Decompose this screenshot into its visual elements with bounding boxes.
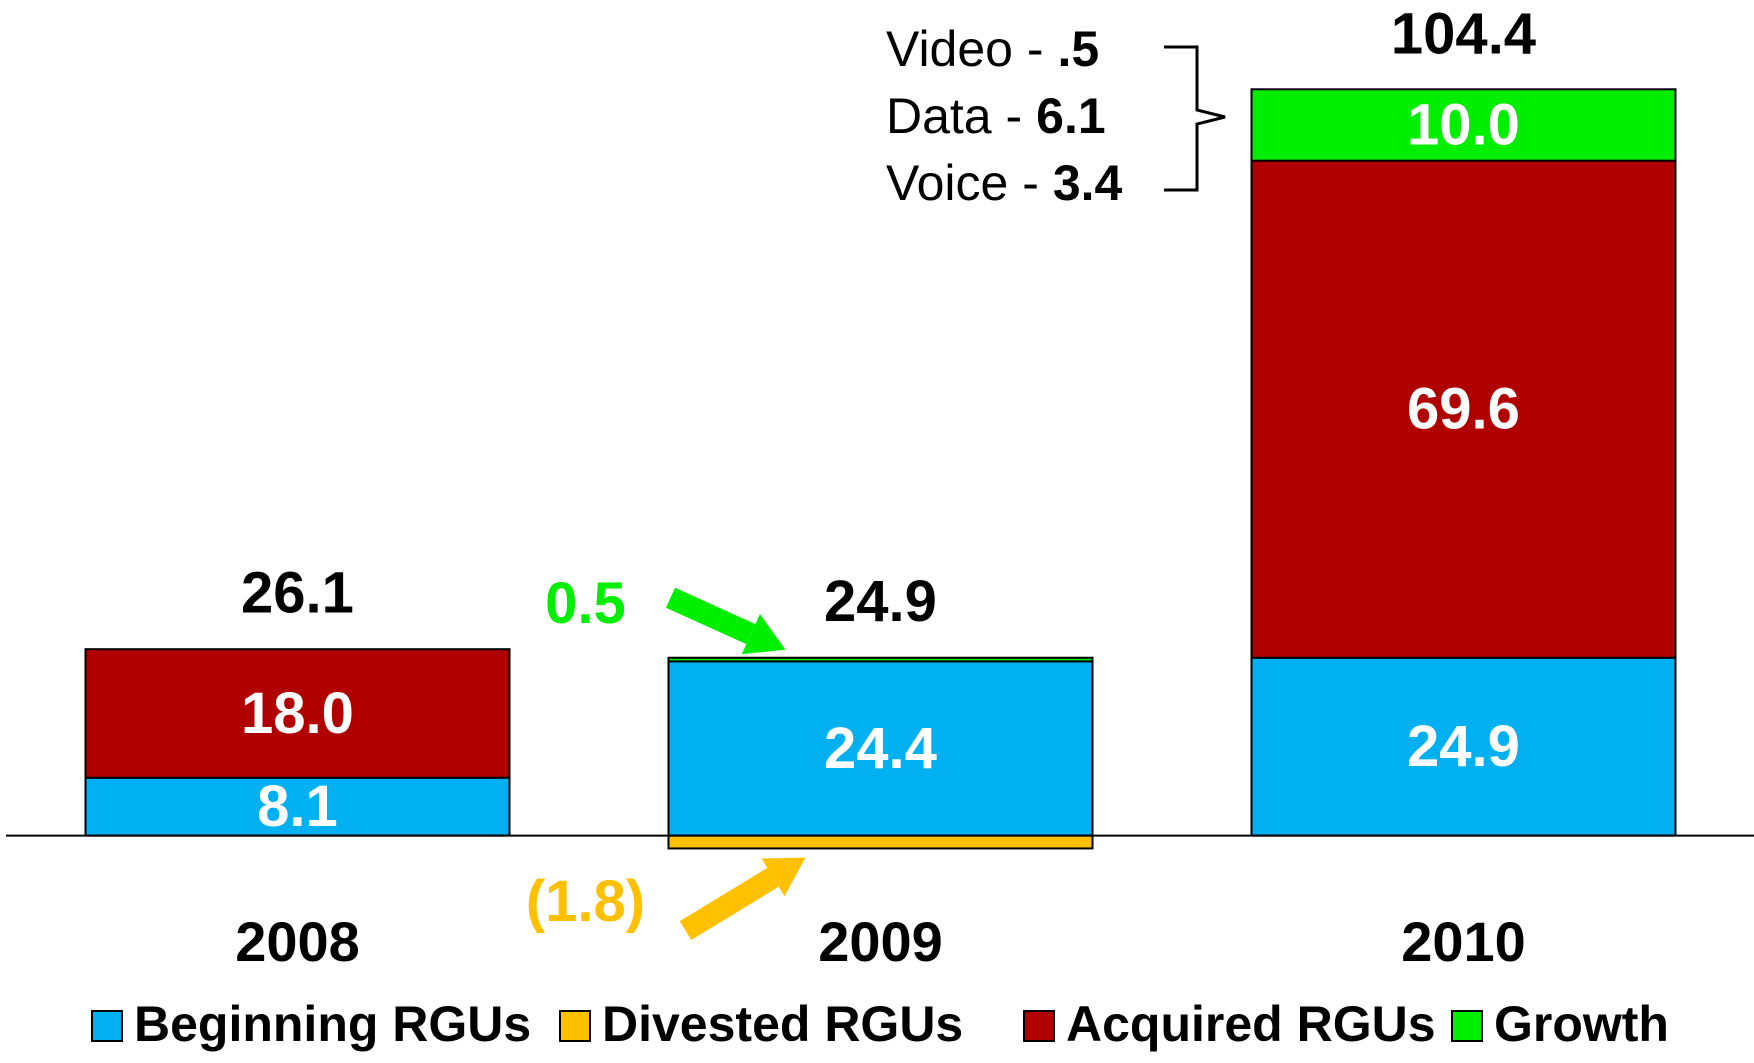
arrow bbox=[665, 587, 756, 645]
annotation: Video - .5 bbox=[886, 21, 1099, 77]
annotation-label: Data - bbox=[886, 88, 1022, 144]
annotation-value: 3.4 bbox=[1053, 155, 1123, 211]
value-label: 8.1 bbox=[257, 774, 338, 839]
legend-swatch bbox=[1023, 1010, 1055, 1042]
value-label: 69.6 bbox=[1407, 377, 1520, 442]
annotation-value: 6.1 bbox=[1036, 88, 1106, 144]
annotation: Voice -3.4 bbox=[886, 155, 1123, 211]
legend-label: Growth bbox=[1494, 996, 1669, 1052]
arrow-head bbox=[761, 857, 806, 897]
annotation-label: Voice - bbox=[886, 155, 1039, 211]
brace bbox=[1164, 45, 1226, 192]
value-label: 24.4 bbox=[824, 716, 937, 781]
bar-segment bbox=[667, 834, 1094, 850]
annotation-label: Video - bbox=[886, 21, 1044, 77]
bar-segment bbox=[1250, 88, 1677, 162]
arrow bbox=[679, 867, 779, 940]
total-label: 104.4 bbox=[1391, 1, 1536, 66]
legend-swatch bbox=[91, 1010, 123, 1042]
bar-segment bbox=[84, 776, 511, 837]
annotation-value: .5 bbox=[1058, 21, 1100, 77]
legend-label: Divested RGUs bbox=[602, 996, 963, 1052]
legend-label: Beginning RGUs bbox=[134, 996, 531, 1052]
legend-label: Acquired RGUs bbox=[1066, 996, 1436, 1052]
value-label: 24.9 bbox=[1407, 714, 1520, 779]
total-label: 26.1 bbox=[241, 561, 354, 626]
value-label: 18.0 bbox=[241, 681, 354, 746]
legend-swatch bbox=[1451, 1010, 1483, 1042]
value-label: 10.0 bbox=[1407, 92, 1520, 157]
bar-segment bbox=[667, 656, 1094, 663]
bar-segment bbox=[84, 648, 511, 779]
total-label: 24.9 bbox=[824, 569, 937, 634]
value-label: (1.8) bbox=[526, 869, 645, 934]
bar-segment bbox=[1250, 656, 1677, 837]
x-tick-label: 2008 bbox=[235, 910, 360, 973]
x-tick-label: 2010 bbox=[1401, 910, 1526, 973]
annotation: Data -6.1 bbox=[886, 88, 1106, 144]
x-tick-label: 2009 bbox=[818, 910, 943, 973]
bar-segment bbox=[1250, 159, 1677, 659]
arrow-head bbox=[741, 614, 786, 655]
value-label: 0.5 bbox=[545, 571, 626, 636]
legend-swatch bbox=[559, 1010, 591, 1042]
